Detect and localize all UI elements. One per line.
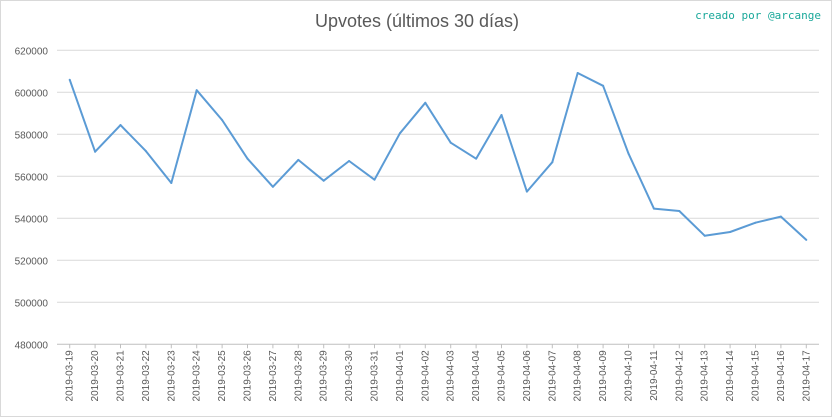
x-tick-label: 2019-04-13 [700,350,711,402]
x-tick-label: 2019-04-05 [497,350,508,402]
x-tick-label: 2019-04-06 [522,350,533,402]
data-point [779,215,782,218]
x-tick-label: 2019-04-15 [751,350,762,402]
data-point [348,159,351,162]
y-tick-label: 520000 [15,256,49,267]
y-tick-label: 600000 [15,88,49,99]
y-tick-label: 540000 [15,214,49,225]
credit-watermark: creado por @arcange [695,9,821,22]
data-point [170,182,173,185]
x-tick-label: 2019-03-30 [344,350,355,402]
data-point [68,78,71,81]
data-point [424,101,427,104]
x-tick-label: 2019-04-12 [674,350,685,402]
data-point [94,150,97,153]
y-tick-label: 620000 [15,46,49,57]
y-tick-label: 500000 [15,298,49,309]
data-point [525,190,528,193]
x-tick-label: 2019-03-26 [243,350,254,402]
y-tick-label: 480000 [15,340,49,351]
x-tick-label: 2019-03-23 [166,350,177,402]
x-tick-label: 2019-03-27 [268,350,279,402]
x-tick-label: 2019-03-25 [217,350,228,402]
data-point [652,207,655,210]
x-tick-label: 2019-04-03 [446,350,457,402]
x-tick-label: 2019-03-24 [192,350,203,402]
data-point [119,124,122,127]
x-tick-label: 2019-04-08 [573,350,584,402]
chart-title: Upvotes (últimos 30 días) [314,11,520,31]
x-tick-label: 2019-04-14 [725,350,736,402]
data-point [195,89,198,92]
x-tick-label: 2019-04-09 [598,350,609,402]
data-point [373,178,376,181]
data-point [271,185,274,188]
data-point [576,71,579,74]
x-tick-label: 2019-04-17 [801,350,812,402]
x-tick-label: 2019-03-29 [319,350,330,402]
data-point [449,141,452,144]
x-tick-label: 2019-03-22 [141,350,152,402]
data-point [805,238,808,241]
x-tick-label: 2019-04-04 [471,350,482,402]
x-tick-label: 2019-04-07 [547,350,558,402]
data-point [221,119,224,122]
x-tick-label: 2019-03-19 [65,350,76,402]
data-point [475,157,478,160]
x-tick-label: 2019-03-20 [90,350,101,402]
data-point [627,152,630,155]
data-point [754,221,757,224]
data-point [678,209,681,212]
x-tick-label: 2019-04-16 [776,350,787,402]
x-tick-label: 2019-03-31 [370,350,381,402]
x-tick-label: 2019-04-02 [420,350,431,402]
data-point [322,179,325,182]
data-point [144,150,147,153]
x-tick-label: 2019-03-28 [293,350,304,402]
data-point [246,157,249,160]
series-line [68,72,807,241]
x-tick-label: 2019-04-10 [624,350,635,402]
y-tick-label: 560000 [15,172,49,183]
x-tick-label: 2019-04-11 [649,350,660,401]
data-point [551,161,554,164]
x-tick-label: 2019-03-21 [116,350,127,402]
data-point [729,230,732,233]
data-point [500,113,503,116]
x-tick-label: 2019-04-01 [395,350,406,402]
data-point [297,158,300,161]
data-point [398,132,401,135]
y-tick-label: 580000 [15,130,49,141]
data-point [602,84,605,87]
data-point [703,234,706,237]
